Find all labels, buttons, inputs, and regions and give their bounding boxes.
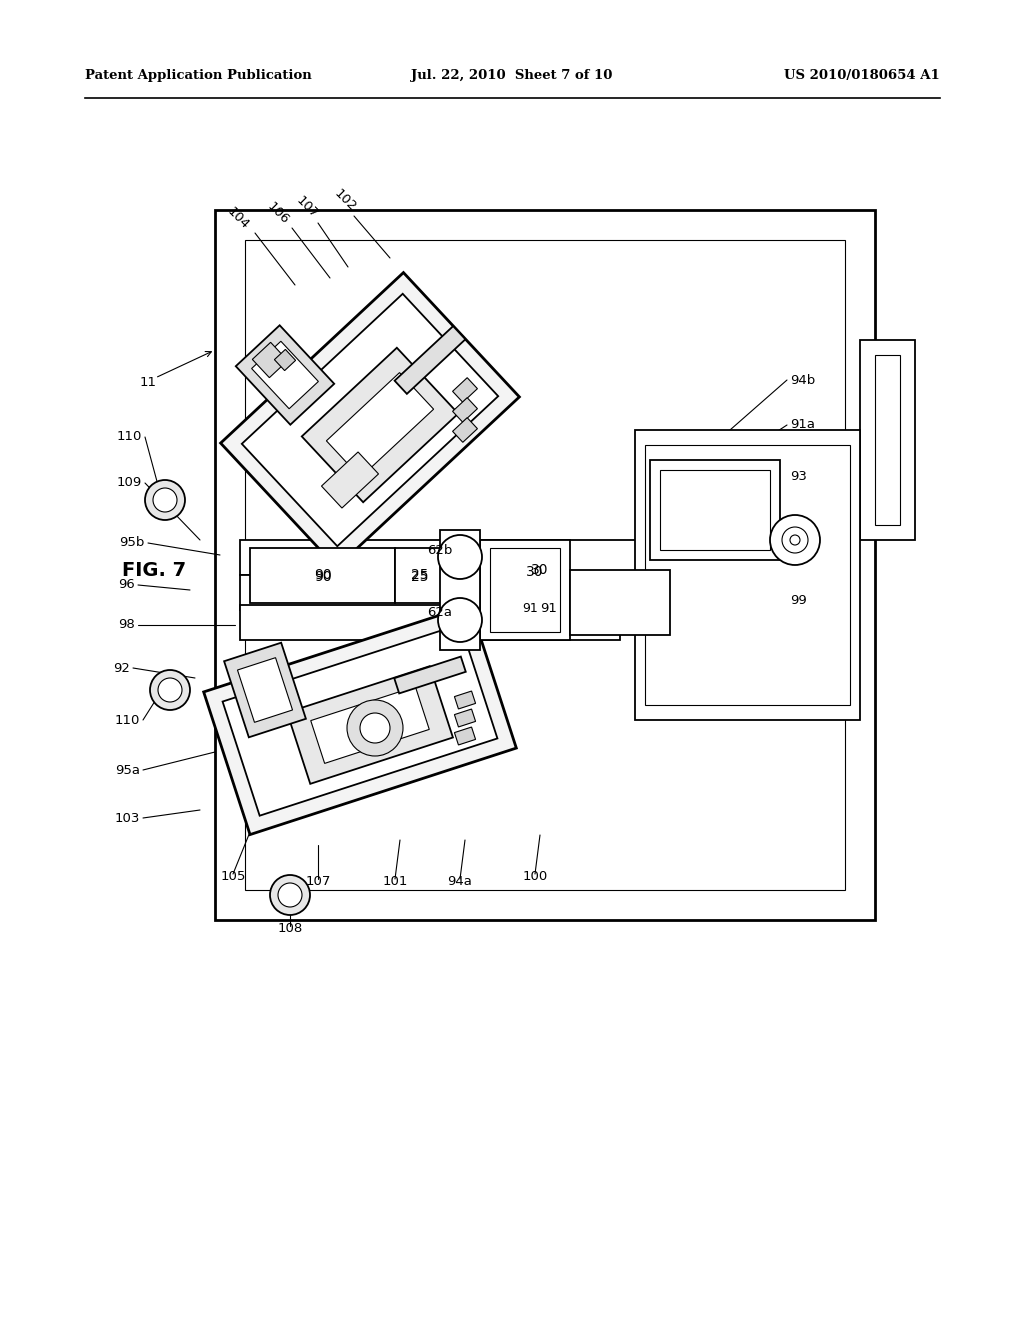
Circle shape xyxy=(278,883,302,907)
Text: 95a: 95a xyxy=(115,763,140,776)
Text: 91a: 91a xyxy=(790,418,815,432)
Bar xyxy=(395,548,445,603)
Polygon shape xyxy=(222,624,498,816)
Text: 92: 92 xyxy=(113,661,130,675)
Bar xyxy=(440,531,480,649)
Text: 101: 101 xyxy=(382,875,408,888)
Polygon shape xyxy=(224,643,306,738)
Circle shape xyxy=(270,875,310,915)
Polygon shape xyxy=(302,347,458,502)
Bar xyxy=(570,570,670,635)
Polygon shape xyxy=(310,686,429,763)
Text: 99: 99 xyxy=(790,594,807,606)
Polygon shape xyxy=(242,294,499,546)
Circle shape xyxy=(150,671,190,710)
Text: 90: 90 xyxy=(314,570,332,583)
Polygon shape xyxy=(327,372,433,478)
Polygon shape xyxy=(455,727,475,744)
Text: 102: 102 xyxy=(332,186,358,214)
Bar xyxy=(240,576,770,610)
Text: 94a: 94a xyxy=(447,875,472,888)
Circle shape xyxy=(158,678,182,702)
Text: 91: 91 xyxy=(540,602,557,615)
Text: 62b: 62b xyxy=(427,544,453,557)
Text: 25: 25 xyxy=(412,568,429,582)
Bar xyxy=(215,210,874,920)
Text: 107: 107 xyxy=(305,875,331,888)
Text: FIG. 7: FIG. 7 xyxy=(122,561,186,579)
Bar xyxy=(480,540,570,640)
Text: 106: 106 xyxy=(264,199,292,227)
Polygon shape xyxy=(322,451,379,508)
Polygon shape xyxy=(252,342,288,378)
Polygon shape xyxy=(455,709,475,727)
Text: 105: 105 xyxy=(220,870,246,883)
Text: 93: 93 xyxy=(790,470,807,483)
Bar xyxy=(874,355,900,525)
Text: 11: 11 xyxy=(139,376,157,389)
Text: Patent Application Publication: Patent Application Publication xyxy=(85,69,311,82)
Polygon shape xyxy=(287,667,453,784)
Text: 110: 110 xyxy=(115,714,140,726)
Bar xyxy=(660,470,770,550)
Text: 30: 30 xyxy=(531,564,549,577)
Circle shape xyxy=(770,515,820,565)
Text: 107: 107 xyxy=(294,194,321,220)
Text: 25: 25 xyxy=(412,570,429,583)
Polygon shape xyxy=(453,378,477,403)
Circle shape xyxy=(438,598,482,642)
Text: 90: 90 xyxy=(314,568,332,582)
Text: US 2010/0180654 A1: US 2010/0180654 A1 xyxy=(784,69,940,82)
Text: 62a: 62a xyxy=(427,606,452,619)
Text: 100: 100 xyxy=(522,870,548,883)
Polygon shape xyxy=(220,273,519,568)
Circle shape xyxy=(782,527,808,553)
Circle shape xyxy=(145,480,185,520)
Text: 98: 98 xyxy=(118,619,135,631)
Circle shape xyxy=(360,713,390,743)
Text: 96: 96 xyxy=(118,578,135,591)
Text: 91: 91 xyxy=(522,602,538,615)
Bar xyxy=(245,240,845,890)
Polygon shape xyxy=(394,326,465,393)
Text: 110: 110 xyxy=(117,430,142,444)
Bar xyxy=(650,459,780,560)
Polygon shape xyxy=(238,657,293,722)
Polygon shape xyxy=(455,692,475,709)
Bar xyxy=(490,548,560,632)
Text: Jul. 22, 2010  Sheet 7 of 10: Jul. 22, 2010 Sheet 7 of 10 xyxy=(412,69,612,82)
Polygon shape xyxy=(274,350,296,371)
Polygon shape xyxy=(453,397,477,422)
Bar xyxy=(635,430,860,719)
Polygon shape xyxy=(453,417,477,442)
Polygon shape xyxy=(204,606,516,834)
Circle shape xyxy=(347,700,403,756)
Text: 104: 104 xyxy=(224,205,252,231)
Bar xyxy=(860,341,915,540)
Bar xyxy=(250,548,395,603)
Polygon shape xyxy=(394,656,466,693)
Bar xyxy=(240,540,770,576)
Text: 95b: 95b xyxy=(120,536,145,549)
Text: 94b: 94b xyxy=(790,374,815,387)
Text: 103: 103 xyxy=(115,812,140,825)
Circle shape xyxy=(438,535,482,579)
Text: 30: 30 xyxy=(526,565,544,579)
Circle shape xyxy=(153,488,177,512)
Bar xyxy=(645,445,850,705)
Bar xyxy=(240,605,620,640)
Text: 109: 109 xyxy=(117,477,142,490)
Polygon shape xyxy=(252,342,318,409)
Text: 108: 108 xyxy=(278,921,303,935)
Polygon shape xyxy=(236,325,334,425)
Circle shape xyxy=(790,535,800,545)
